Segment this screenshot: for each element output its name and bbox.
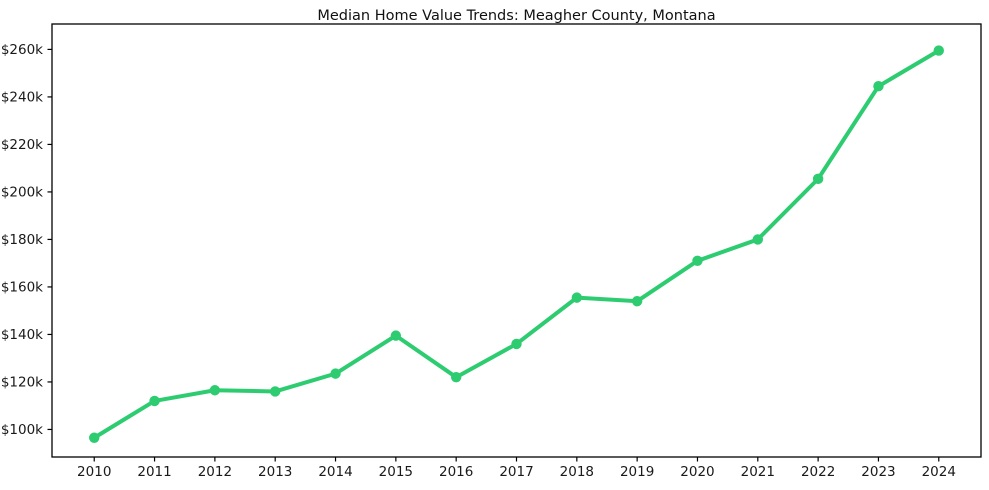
x-tick-label: 2018 xyxy=(560,464,594,480)
data-point-marker xyxy=(390,330,402,341)
data-point-marker xyxy=(270,386,281,397)
x-tick-label: 2011 xyxy=(137,464,171,480)
x-tick-label: 2024 xyxy=(922,464,956,480)
data-point-marker xyxy=(511,338,522,350)
data-point-marker xyxy=(692,255,703,267)
y-tick-label: $120k xyxy=(1,374,43,390)
y-tick-label: $180k xyxy=(1,232,43,248)
x-tick-label: 2017 xyxy=(499,464,533,480)
y-tick-label: $220k xyxy=(1,137,43,153)
x-tick-label: 2015 xyxy=(379,464,413,480)
data-point-marker xyxy=(330,368,341,379)
data-point-marker xyxy=(571,292,583,303)
x-tick-label: 2016 xyxy=(439,464,473,480)
x-tick-label: 2021 xyxy=(741,464,775,480)
plot-border xyxy=(51,23,982,458)
data-point-marker xyxy=(631,295,643,307)
x-tick-label: 2012 xyxy=(198,464,232,480)
data-point-marker xyxy=(450,371,462,383)
data-point-marker xyxy=(752,234,763,245)
trend-line xyxy=(92,48,941,440)
y-tick-label: $260k xyxy=(1,42,43,58)
x-tick-label: 2014 xyxy=(318,464,352,480)
chart-title: Median Home Value Trends: Meagher County… xyxy=(317,8,716,24)
x-tick-label: 2020 xyxy=(680,464,714,480)
data-point-marker xyxy=(933,45,944,56)
y-tick-label: $200k xyxy=(1,184,43,200)
x-tick-label: 2013 xyxy=(258,464,292,480)
data-point-marker xyxy=(873,81,884,92)
y-tick-label: $160k xyxy=(1,279,43,295)
data-point-marker xyxy=(89,432,100,443)
y-tick-label: $140k xyxy=(1,327,43,343)
data-point-marker xyxy=(149,395,160,407)
y-tick-label: $100k xyxy=(1,422,43,438)
x-tick-label: 2019 xyxy=(620,464,654,480)
x-tick-label: 2023 xyxy=(861,464,895,480)
data-point-marker xyxy=(209,385,221,396)
y-tick-label: $240k xyxy=(1,89,43,105)
data-point-marker xyxy=(812,173,824,185)
x-tick-label: 2022 xyxy=(801,464,835,480)
x-tick-label: 2010 xyxy=(77,464,111,480)
